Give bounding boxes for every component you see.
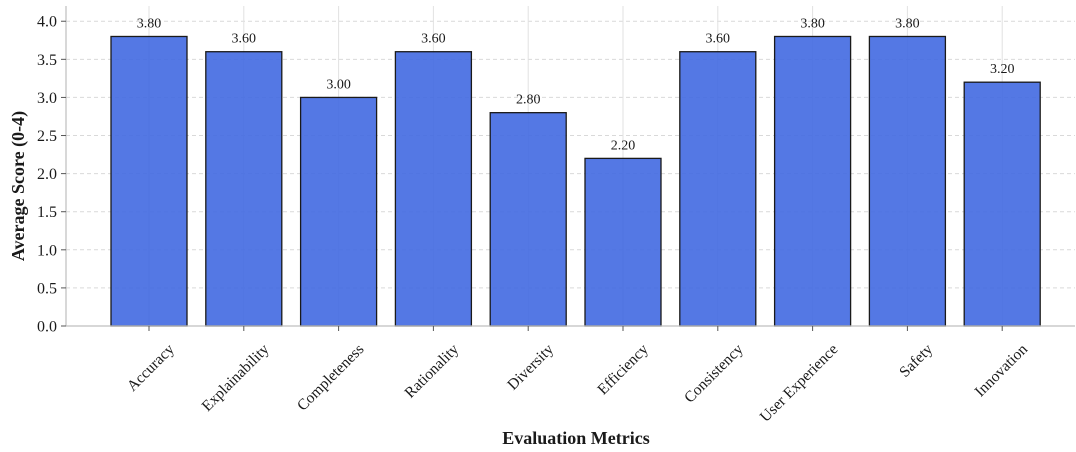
bar-value-label: 3.60 <box>421 32 446 47</box>
bar <box>963 81 1041 327</box>
y-tick-label: 0.0 <box>37 319 57 336</box>
y-tick-label: 2.0 <box>37 166 57 183</box>
bar <box>868 35 947 327</box>
bar-value-label: 3.80 <box>895 16 920 31</box>
bar <box>773 35 852 327</box>
y-tick-label: 3.5 <box>37 52 57 69</box>
bar-value-label: 3.00 <box>326 77 351 92</box>
x-axis-title: Evaluation Metrics <box>502 428 649 448</box>
bar <box>489 112 567 327</box>
x-tick-label: Explainability <box>199 341 273 415</box>
x-tick-label: Consistency <box>681 341 747 407</box>
x-tick-label: Diversity <box>504 341 557 394</box>
bar-value-label: 2.80 <box>516 93 541 108</box>
x-tick-label: Innovation <box>972 341 1032 401</box>
x-tick-label: Efficiency <box>594 341 652 399</box>
bar-value-label: 3.80 <box>137 16 162 31</box>
bar <box>679 51 757 327</box>
bar <box>584 157 662 327</box>
y-tick-label: 2.5 <box>37 128 57 145</box>
y-axis-ticks: 0.0 0.5 1.0 1.5 2.0 2.5 3.0 3.5 4.0 <box>37 14 66 336</box>
bar-value-label: 3.60 <box>232 32 257 47</box>
x-axis-ticks: Accuracy Explainability Completeness Ration… <box>124 326 1031 426</box>
y-tick-label: 3.0 <box>37 90 57 107</box>
x-tick-label: User Experience <box>757 341 842 426</box>
bar-value-label: 2.20 <box>611 138 636 153</box>
y-tick-label: 0.5 <box>37 280 57 297</box>
bar <box>205 51 283 327</box>
x-tick-label: Accuracy <box>124 341 178 395</box>
bar-value-label: 3.20 <box>990 62 1015 77</box>
y-tick-label: 1.5 <box>37 204 57 221</box>
x-tick-label: Rationality <box>401 341 462 402</box>
x-tick-label: Safety <box>896 341 936 381</box>
bars: 3.80 3.60 3.00 3.60 2.80 2.20 3.60 3.80 3.80 3.20 <box>110 16 1041 327</box>
bar-value-label: 3.80 <box>800 16 825 31</box>
x-tick-label: Completeness <box>294 341 368 415</box>
y-tick-label: 4.0 <box>37 14 57 31</box>
bar <box>110 35 188 327</box>
bar-value-label: 3.60 <box>706 32 731 47</box>
bar <box>299 96 378 327</box>
y-axis-title: Average Score (0-4) <box>8 111 29 261</box>
bar <box>394 51 473 327</box>
y-tick-label: 1.0 <box>37 242 57 259</box>
